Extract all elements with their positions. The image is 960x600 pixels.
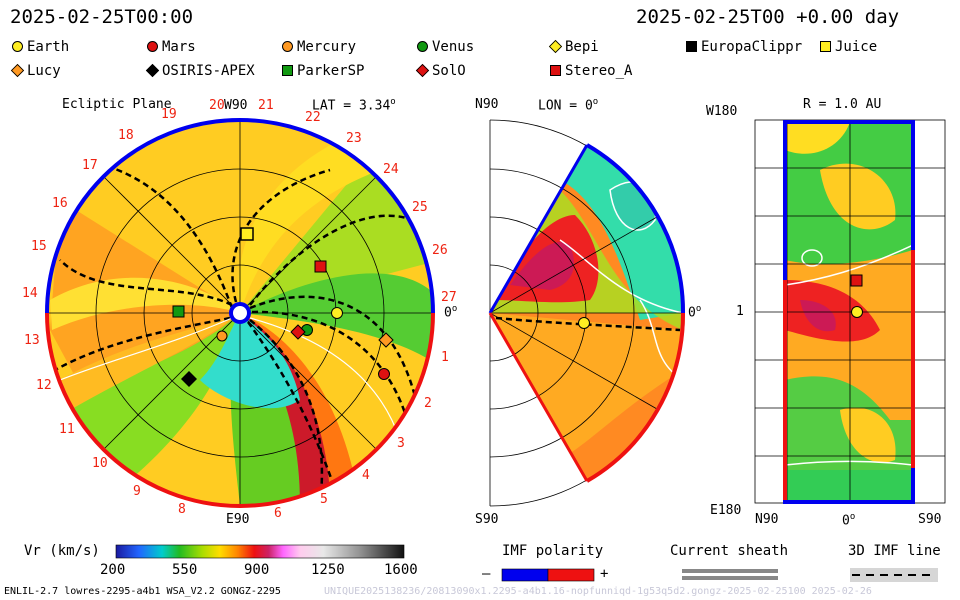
carrington-label-26: 26 <box>432 243 448 258</box>
carrington-label-8: 8 <box>178 502 186 517</box>
carrington-label-19: 19 <box>161 107 177 122</box>
lucy-marker <box>378 332 394 348</box>
radial-bottom-left-label: N90 <box>755 512 779 527</box>
radial-panel <box>754 119 946 504</box>
carrington-label-18: 18 <box>118 128 134 143</box>
legend-item-osiris-apex: OSIRIS-APEX <box>145 63 255 79</box>
current-sheath-title: Current sheath <box>670 543 789 559</box>
square-marker-icon <box>686 41 697 52</box>
legend-item-bepi: Bepi <box>548 39 599 55</box>
colorbar-tick-900: 900 <box>244 562 270 578</box>
carrington-label-24: 24 <box>383 162 399 177</box>
colorbar-tick-200: 200 <box>100 562 126 578</box>
carrington-label-23: 23 <box>346 131 362 146</box>
mars-marker <box>378 368 390 380</box>
radial-bottom-right-label: S90 <box>918 512 942 527</box>
osiris-apex-marker <box>181 371 197 387</box>
radial-left-bottom-label: E180 <box>710 503 742 518</box>
radial-left-top-label: W180 <box>706 104 738 119</box>
circle-marker-icon <box>12 41 23 52</box>
stereo-a-marker <box>314 260 327 273</box>
ecliptic-top-label: W90 <box>224 98 248 113</box>
carrington-label-14: 14 <box>22 286 38 301</box>
legend-item-mercury: Mercury <box>282 39 356 55</box>
square-marker-icon <box>550 65 561 76</box>
legend-item-stereo-a: Stereo_A <box>550 63 632 79</box>
meridional-right-label: 0o <box>688 304 702 321</box>
legend-item-earth: Earth <box>12 39 69 55</box>
colorbar-title: Vr (km/s) <box>24 543 100 559</box>
carrington-label-15: 15 <box>31 239 47 254</box>
carrington-label-1: 1 <box>441 350 449 365</box>
footer-run-id: UNIQUE2025138236/20813090x1.2295-a4b1.16… <box>324 586 872 597</box>
square-marker-icon <box>282 65 293 76</box>
radial-bottom-mid-label: 0o <box>842 512 856 529</box>
legend-item-europaclipper: EuropaClippr <box>686 39 802 55</box>
square-marker-icon <box>820 41 831 52</box>
carrington-label-4: 4 <box>362 468 370 483</box>
carrington-label-12: 12 <box>36 378 52 393</box>
lat-label: LAT = 3.34o <box>312 97 396 114</box>
meridional-plane-panel <box>488 119 686 507</box>
stereo-a-marker-radial <box>850 274 863 287</box>
legend-item-solo: SolO <box>415 63 466 79</box>
colorbar-tick-550: 550 <box>172 562 198 578</box>
mercury-marker <box>216 330 228 342</box>
solo-marker <box>290 324 306 340</box>
legend-item-mars: Mars <box>147 39 196 55</box>
parkersp-marker <box>172 305 185 318</box>
radial-title: R = 1.0 AU <box>803 97 882 112</box>
legend-item-juice: Juice <box>820 39 877 55</box>
carrington-label-5: 5 <box>320 492 328 507</box>
ecliptic-bottom-label: E90 <box>226 512 250 527</box>
legend-item-venus: Venus <box>417 39 474 55</box>
earth-marker-meridional <box>578 317 590 329</box>
ecliptic-right-label: 0o <box>444 304 458 321</box>
meridional-title: LON = 0o <box>538 97 599 114</box>
carrington-label-27: 27 <box>441 290 457 305</box>
imf-polarity-plus: + <box>600 566 609 582</box>
carrington-label-22: 22 <box>305 110 321 125</box>
ecliptic-title: Ecliptic Plane <box>62 97 172 112</box>
carrington-label-11: 11 <box>59 422 75 437</box>
timestamp-left: 2025-02-25T00:00 <box>10 6 194 28</box>
carrington-label-20: 20 <box>209 98 225 113</box>
circle-marker-icon <box>147 41 158 52</box>
footer-model-info: ENLIL-2.7 lowres-2295-a4b1 WSA_V2.2 GONG… <box>4 586 281 597</box>
meridional-top-label: N90 <box>475 97 499 112</box>
carrington-label-6: 6 <box>274 506 282 521</box>
imf-polarity-key <box>501 568 595 582</box>
timestamp-right: 2025-02-25T00 +0.00 day <box>636 6 900 28</box>
imf-polarity-title: IMF polarity <box>502 543 604 559</box>
ecliptic-plane-panel <box>45 118 435 508</box>
carrington-label-16: 16 <box>52 196 68 211</box>
carrington-label-9: 9 <box>133 484 141 499</box>
radial-left-mid-label: 1 <box>736 304 744 319</box>
circle-marker-icon <box>417 41 428 52</box>
legend-item-lucy: Lucy <box>10 63 61 79</box>
imf-line-title: 3D IMF line <box>848 543 941 559</box>
imf-polarity-minus: – <box>482 566 491 582</box>
circle-marker-icon <box>282 41 293 52</box>
earth-marker-radial <box>851 306 863 318</box>
imf-line-key <box>850 568 938 582</box>
legend-item-parkersp: ParkerSP <box>282 63 364 79</box>
carrington-label-25: 25 <box>412 200 428 215</box>
carrington-label-2: 2 <box>424 396 432 411</box>
velocity-colorbar <box>115 544 405 559</box>
colorbar-tick-1600: 1600 <box>384 562 418 578</box>
carrington-label-13: 13 <box>24 333 40 348</box>
carrington-label-10: 10 <box>92 456 108 471</box>
carrington-label-3: 3 <box>397 436 405 451</box>
meridional-bottom-label: S90 <box>475 512 499 527</box>
juice-marker <box>240 227 254 241</box>
colorbar-tick-1250: 1250 <box>311 562 345 578</box>
current-sheath-key <box>682 569 778 580</box>
earth-marker <box>331 307 343 319</box>
carrington-label-21: 21 <box>258 98 274 113</box>
carrington-label-17: 17 <box>82 158 98 173</box>
